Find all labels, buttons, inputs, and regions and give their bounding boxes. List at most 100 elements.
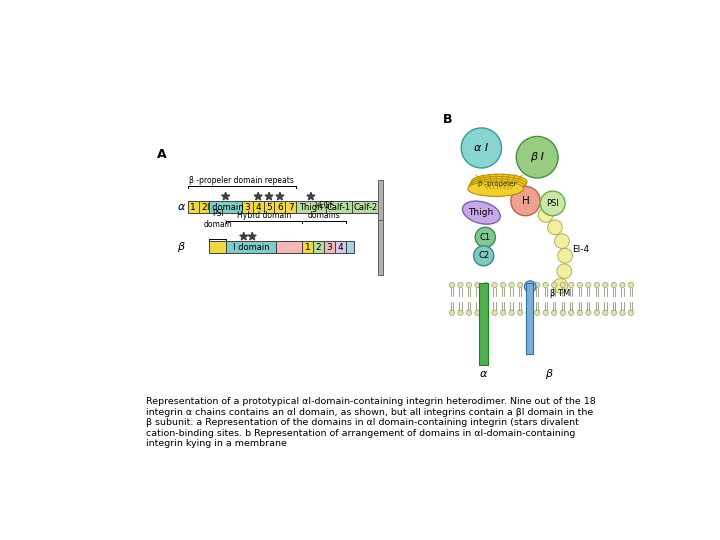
Circle shape bbox=[492, 310, 498, 315]
Circle shape bbox=[620, 282, 625, 288]
Text: 7: 7 bbox=[288, 202, 294, 212]
FancyBboxPatch shape bbox=[210, 241, 226, 253]
Circle shape bbox=[458, 282, 463, 288]
Polygon shape bbox=[240, 232, 248, 240]
Circle shape bbox=[524, 281, 536, 292]
Circle shape bbox=[483, 282, 489, 288]
Circle shape bbox=[554, 234, 570, 248]
FancyBboxPatch shape bbox=[302, 241, 313, 253]
Text: 1: 1 bbox=[305, 243, 310, 252]
Circle shape bbox=[449, 310, 454, 315]
Ellipse shape bbox=[468, 181, 523, 197]
Circle shape bbox=[585, 282, 591, 288]
Text: I domain: I domain bbox=[207, 202, 244, 212]
Text: 2: 2 bbox=[201, 202, 207, 212]
FancyBboxPatch shape bbox=[226, 241, 276, 253]
Text: 1: 1 bbox=[190, 202, 196, 212]
Circle shape bbox=[534, 282, 540, 288]
Circle shape bbox=[543, 282, 549, 288]
Circle shape bbox=[467, 282, 472, 288]
Circle shape bbox=[483, 310, 489, 315]
Text: Calf-2: Calf-2 bbox=[353, 202, 377, 212]
FancyBboxPatch shape bbox=[253, 201, 264, 213]
Circle shape bbox=[548, 220, 562, 234]
Text: I-EGF
domains: I-EGF domains bbox=[307, 200, 341, 220]
Circle shape bbox=[594, 310, 600, 315]
FancyBboxPatch shape bbox=[346, 241, 354, 253]
Circle shape bbox=[474, 246, 494, 266]
Text: β -propeler domain repeats: β -propeler domain repeats bbox=[189, 176, 294, 185]
Text: PSI
domain: PSI domain bbox=[204, 210, 233, 229]
FancyBboxPatch shape bbox=[324, 241, 335, 253]
FancyBboxPatch shape bbox=[199, 201, 210, 213]
Ellipse shape bbox=[462, 201, 500, 224]
Text: PSI: PSI bbox=[546, 199, 559, 208]
Polygon shape bbox=[248, 232, 256, 240]
Circle shape bbox=[526, 282, 531, 288]
Polygon shape bbox=[222, 192, 230, 200]
Ellipse shape bbox=[472, 174, 527, 190]
Text: H: H bbox=[522, 196, 529, 206]
Circle shape bbox=[560, 282, 565, 288]
Circle shape bbox=[509, 310, 514, 315]
Circle shape bbox=[462, 128, 502, 168]
Circle shape bbox=[552, 282, 557, 288]
FancyBboxPatch shape bbox=[352, 201, 378, 213]
Circle shape bbox=[611, 310, 616, 315]
Text: B: B bbox=[443, 113, 452, 126]
FancyBboxPatch shape bbox=[210, 201, 242, 213]
Circle shape bbox=[509, 282, 514, 288]
FancyBboxPatch shape bbox=[274, 201, 285, 213]
Circle shape bbox=[577, 310, 582, 315]
Text: 3: 3 bbox=[327, 243, 333, 252]
FancyBboxPatch shape bbox=[264, 201, 274, 213]
Text: β -propeler: β -propeler bbox=[478, 181, 516, 187]
Circle shape bbox=[467, 310, 472, 315]
Circle shape bbox=[620, 310, 625, 315]
Ellipse shape bbox=[469, 179, 525, 194]
Text: 5: 5 bbox=[266, 202, 272, 212]
Text: α: α bbox=[177, 202, 184, 212]
FancyBboxPatch shape bbox=[242, 201, 253, 213]
Circle shape bbox=[558, 248, 572, 263]
Text: Thigh: Thigh bbox=[299, 202, 323, 212]
Text: β: β bbox=[545, 369, 552, 379]
Polygon shape bbox=[307, 192, 315, 200]
Text: 4: 4 bbox=[256, 202, 261, 212]
Text: Thigh: Thigh bbox=[468, 208, 493, 217]
Text: Representation of a prototypical αI-domain-containing integrin heterodimer. Nine: Representation of a prototypical αI-doma… bbox=[145, 397, 595, 448]
Text: β I: β I bbox=[530, 152, 544, 162]
Circle shape bbox=[560, 310, 565, 315]
Circle shape bbox=[474, 282, 480, 288]
Text: I domain: I domain bbox=[233, 243, 269, 252]
Text: α I: α I bbox=[474, 143, 488, 153]
Circle shape bbox=[526, 310, 531, 315]
Circle shape bbox=[585, 310, 591, 315]
Circle shape bbox=[569, 282, 574, 288]
Text: β TM: β TM bbox=[550, 289, 571, 298]
Circle shape bbox=[543, 310, 549, 315]
Circle shape bbox=[577, 282, 582, 288]
Text: Hybrd domain: Hybrd domain bbox=[238, 211, 292, 220]
Text: 3: 3 bbox=[245, 202, 251, 212]
Circle shape bbox=[629, 310, 634, 315]
Text: β: β bbox=[177, 242, 184, 252]
Polygon shape bbox=[254, 192, 262, 200]
Circle shape bbox=[510, 186, 540, 215]
Polygon shape bbox=[276, 192, 284, 200]
Circle shape bbox=[518, 282, 523, 288]
Circle shape bbox=[569, 310, 574, 315]
Bar bbox=[479, 284, 487, 365]
Circle shape bbox=[552, 310, 557, 315]
Text: 6: 6 bbox=[277, 202, 283, 212]
Circle shape bbox=[492, 282, 498, 288]
Circle shape bbox=[518, 310, 523, 315]
Text: C1: C1 bbox=[480, 233, 491, 242]
Text: Calf-1: Calf-1 bbox=[327, 202, 351, 212]
Circle shape bbox=[629, 282, 634, 288]
FancyBboxPatch shape bbox=[276, 241, 302, 253]
Ellipse shape bbox=[470, 177, 526, 192]
FancyBboxPatch shape bbox=[285, 201, 296, 213]
Text: A: A bbox=[158, 148, 167, 161]
Bar bbox=[378, 179, 383, 235]
